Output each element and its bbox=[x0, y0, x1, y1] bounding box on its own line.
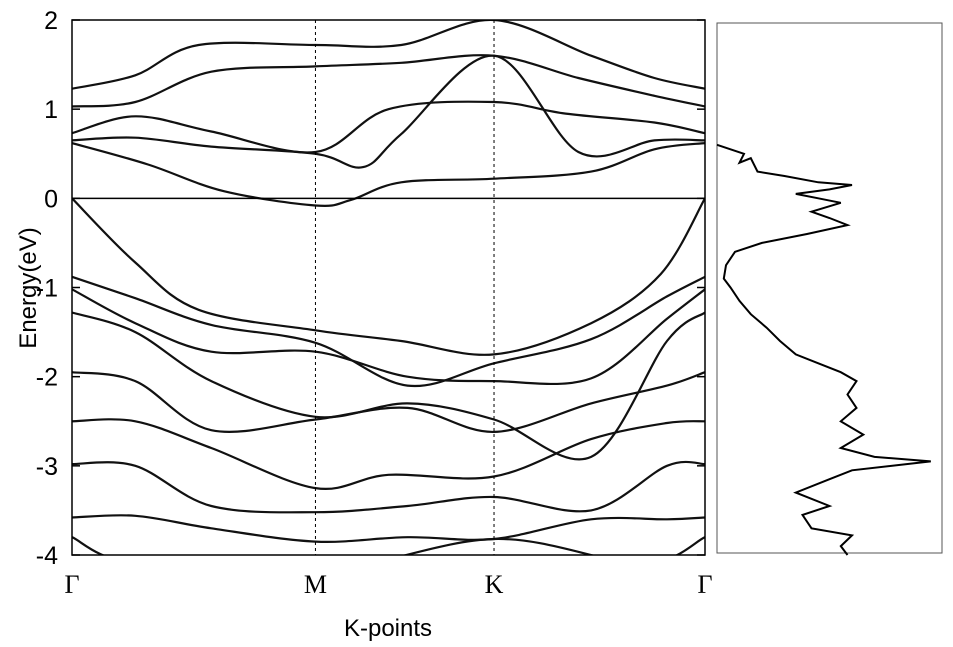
y-tick-label: 2 bbox=[44, 7, 58, 35]
band-plot-frame bbox=[71, 19, 706, 556]
x-tick-label-2: M bbox=[304, 570, 327, 599]
band-line-11 bbox=[72, 418, 705, 490]
band-line-6 bbox=[72, 197, 705, 356]
band-line-10 bbox=[72, 371, 705, 434]
y-tick-label: -3 bbox=[36, 453, 58, 481]
x-axis-label: K-points bbox=[344, 615, 432, 642]
high-symmetry-lines bbox=[314, 20, 495, 555]
y-tick-labels: -4 -3 -2 -1 0 1 2 bbox=[36, 7, 58, 570]
y-tick-label: 1 bbox=[44, 96, 58, 124]
y-tick-label: -4 bbox=[36, 542, 58, 570]
band-curves bbox=[72, 20, 705, 555]
band-line-2 bbox=[72, 54, 705, 108]
y-tick-marks bbox=[72, 19, 705, 556]
band-line-8 bbox=[72, 288, 705, 386]
dos-plot-frame bbox=[716, 22, 943, 554]
y-axis-label: Energy(eV) bbox=[15, 227, 42, 348]
band-line-9 bbox=[72, 311, 705, 461]
y-tick-label: 0 bbox=[44, 185, 58, 213]
y-tick-label: -1 bbox=[36, 275, 58, 303]
band-structure-panel: -4 -3 -2 -1 0 1 2 Γ M K Γ K-points Energy(eV) bbox=[15, 7, 713, 642]
x-tick-label-3: K bbox=[485, 570, 504, 599]
band-line-13 bbox=[72, 514, 705, 543]
dos-panel bbox=[716, 22, 943, 556]
band-line-4 bbox=[72, 54, 705, 169]
dos-curve bbox=[716, 143, 931, 556]
y-tick-label: -2 bbox=[36, 364, 58, 392]
band-line-1 bbox=[72, 20, 705, 90]
x-tick-label-1: Γ bbox=[64, 570, 79, 599]
x-tick-label-4: Γ bbox=[697, 570, 712, 599]
band-line-12 bbox=[72, 460, 705, 514]
band-line-7 bbox=[72, 275, 705, 388]
band-line-5 bbox=[72, 142, 705, 207]
band-line-3 bbox=[72, 100, 705, 154]
